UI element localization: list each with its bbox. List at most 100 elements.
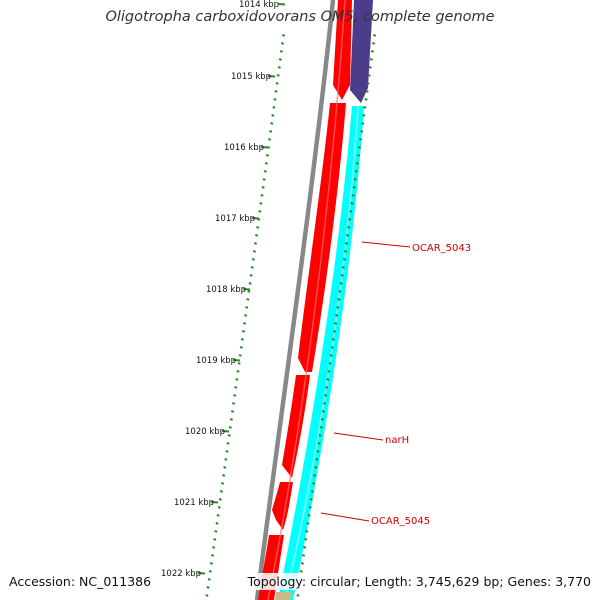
ruler-tick [208,570,212,573]
ruler-tick [339,282,343,285]
ruler-tick [329,354,333,357]
ruler-tick [214,530,218,533]
ruler-tick [227,434,231,437]
ruler-ticks [197,3,377,597]
ruler-tick [361,122,365,125]
ruler-major-tick [232,359,241,362]
ruler-tick [308,506,312,509]
ruler-tick [300,562,304,565]
ruler-tick [356,154,361,157]
ruler-tick [338,290,342,293]
ruler-tick [306,522,310,525]
ruler-tick [260,194,264,197]
ruler-labels: 1014 kbp 1015 kbp 1016 kbp 1017 kbp 1018 kbp… [161,0,279,579]
ruler-tick [240,338,244,341]
ruler-tick [341,266,345,269]
ruler-tick [331,338,335,341]
ruler-tick [346,234,350,237]
ruler-tick [261,186,265,189]
ruler-tick [340,274,344,277]
ruler-tick [279,50,283,53]
ruler-tick [332,330,337,333]
ruler-major-tick [277,3,286,6]
ruler-tick [344,242,349,245]
ruler-tick [362,114,366,117]
ruler-tick [278,58,282,61]
ruler-tick [222,474,226,477]
ruler-tick [216,514,220,517]
ruler-tick [324,394,328,397]
ruler-tick [336,306,340,309]
ruler-tick [337,298,341,301]
ruler-tick [347,226,351,229]
ruler-tick [219,490,223,493]
ruler-tick [304,538,308,541]
ruler-tick [248,282,252,285]
leader-line [361,241,411,248]
genome-backbone [254,0,336,600]
ruler-tick [247,290,251,293]
ruler-tick [265,154,270,157]
gene-label-narh: narH [385,435,409,446]
ruler-tick [272,106,276,109]
ruler-tick [328,362,332,365]
ruler-tick [226,442,230,445]
ruler-tick [205,594,209,597]
ruler-tick [342,258,346,261]
ruler-tick [321,410,326,413]
ruler-tick [366,82,370,85]
ruler-tick [256,226,260,229]
ruler-tick [319,426,323,429]
ruler-tick [250,266,254,269]
ruler-tick [262,178,266,181]
ruler-tick [270,122,274,125]
gene-block [298,103,346,372]
gene-label-ocar-5045: OCAR_5045 [371,516,430,527]
ruler-tick [357,146,362,149]
ruler-tick [245,306,249,309]
ruler-tick [343,250,347,253]
ruler-label: 1019 kbp [196,356,236,366]
ruler-major-tick [197,572,206,575]
ruler-major-tick [267,75,276,78]
ruler-tick [244,314,248,317]
ruler-tick [330,346,334,349]
ruler-major-tick [251,217,260,220]
ruler-tick [232,402,236,405]
ruler-tick [350,202,354,205]
ruler-tick [354,170,358,173]
ruler-tick [334,322,338,325]
ruler-tick [218,498,222,501]
reverse-strand-track [275,0,373,600]
ruler-tick [258,210,262,213]
gene-block [278,106,364,600]
ruler-tick [327,370,331,373]
ruler-tick [220,482,225,485]
ruler-tick [228,426,232,429]
ruler-tick [224,458,228,461]
ruler-tick [264,162,268,165]
genome-title: Oligotropha carboxidovorans OM5, complet… [105,9,495,25]
ruler-tick [365,90,369,93]
ruler-tick [303,546,307,549]
ruler-tick [369,58,373,61]
ruler-tick [235,378,239,381]
ruler-tick [207,578,211,581]
ruler-tick [349,210,353,213]
gene-label-ocar-5043: OCAR_5043 [412,243,471,254]
leader-line [333,432,384,441]
ruler-tick [363,106,367,109]
ruler-tick [249,274,253,277]
ruler-tick [255,234,259,237]
ruler-label: 1020 kbp [185,427,225,437]
ruler-label: 1021 kbp [174,498,214,508]
ruler-tick [301,554,306,557]
ruler-label: 1022 kbp [161,569,201,579]
ruler-label: 1017 kbp [215,214,255,224]
ruler-tick [217,506,221,509]
ruler-tick [317,442,321,445]
gene-block [333,0,352,100]
ruler-tick [252,250,256,253]
accession-text: Accession: NC_011386 [7,573,154,590]
ruler-major-tick [221,430,230,433]
